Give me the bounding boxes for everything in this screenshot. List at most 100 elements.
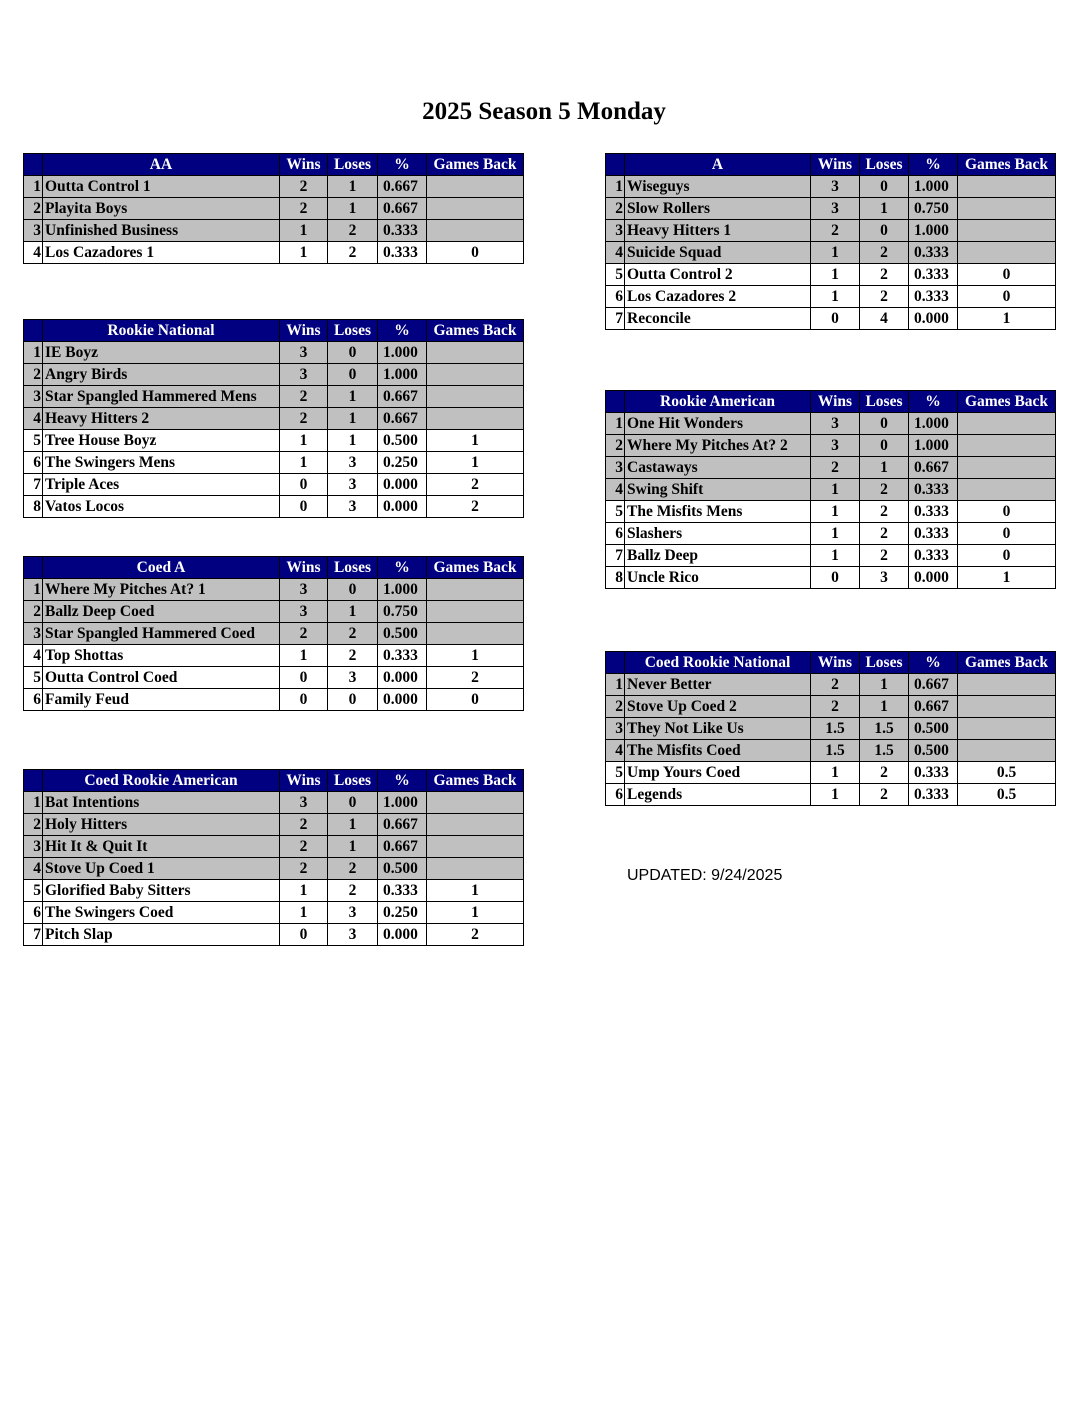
cell-rank: 3 — [23, 622, 43, 645]
cell-gb — [957, 434, 1056, 457]
header-games-back: Games Back — [426, 153, 524, 176]
table-row: 4 The Misfits Coed 1.5 1.5 0.500 — [605, 739, 1056, 762]
cell-team: Heavy Hitters 1 — [624, 219, 811, 242]
cell-gb: 0 — [426, 688, 524, 711]
cell-pct: 0.667 — [377, 813, 427, 836]
header-loses: Loses — [327, 769, 378, 792]
table-row: 5 The Misfits Mens 1 2 0.333 0 — [605, 500, 1056, 523]
cell-team: The Swingers Mens — [42, 451, 280, 474]
cell-gb — [957, 456, 1056, 479]
cell-gb — [957, 673, 1056, 696]
cell-wins: 0 — [279, 688, 328, 711]
header-wins: Wins — [810, 651, 860, 674]
cell-wins: 0 — [279, 666, 328, 689]
cell-loses: 1 — [859, 695, 909, 718]
cell-team: They Not Like Us — [624, 717, 811, 740]
table-row: 6 Family Feud 0 0 0.000 0 — [23, 688, 524, 711]
cell-loses: 0 — [327, 688, 378, 711]
cell-wins: 1 — [810, 544, 860, 567]
cell-pct: 0.500 — [908, 717, 958, 740]
cell-loses: 4 — [859, 307, 909, 330]
cell-rank: 6 — [605, 285, 625, 308]
header-rank — [605, 390, 625, 413]
header-pct: % — [908, 651, 958, 674]
cell-wins: 1.5 — [810, 739, 860, 762]
cell-team: Swing Shift — [624, 478, 811, 501]
cell-rank: 6 — [605, 522, 625, 545]
cell-gb — [426, 385, 524, 408]
table-row: 7 Ballz Deep 1 2 0.333 0 — [605, 544, 1056, 567]
header-games-back: Games Back — [426, 319, 524, 342]
cell-loses: 0 — [859, 412, 909, 435]
cell-pct: 0.333 — [908, 500, 958, 523]
cell-team: Bat Intentions — [42, 791, 280, 814]
header-rank — [605, 153, 625, 176]
table-row: 6 The Swingers Mens 1 3 0.250 1 — [23, 451, 524, 474]
header-pct: % — [377, 556, 427, 579]
table-row: 5 Glorified Baby Sitters 1 2 0.333 1 — [23, 879, 524, 902]
cell-rank: 5 — [23, 429, 43, 452]
cell-team: Legends — [624, 783, 811, 806]
table-row: 1 Bat Intentions 3 0 1.000 — [23, 791, 524, 814]
cell-loses: 1 — [859, 456, 909, 479]
cell-wins: 3 — [279, 363, 328, 386]
page-title: 2025 Season 5 Monday — [422, 98, 666, 125]
cell-pct: 0.333 — [377, 644, 427, 667]
cell-loses: 0 — [859, 175, 909, 198]
table-row: 3 Heavy Hitters 1 2 0 1.000 — [605, 219, 1056, 242]
cell-loses: 1 — [327, 385, 378, 408]
cell-wins: 3 — [279, 791, 328, 814]
header-pct: % — [377, 153, 427, 176]
cell-loses: 1 — [327, 835, 378, 858]
table-row: 8 Vatos Locos 0 3 0.000 2 — [23, 495, 524, 518]
header-loses: Loses — [859, 390, 909, 413]
table-row: 4 Swing Shift 1 2 0.333 — [605, 478, 1056, 501]
table-row: 3 Star Spangled Hammered Coed 2 2 0.500 — [23, 622, 524, 645]
cell-wins: 1 — [810, 783, 860, 806]
cell-gb: 1 — [957, 307, 1056, 330]
cell-team: Suicide Squad — [624, 241, 811, 264]
cell-wins: 0 — [279, 923, 328, 946]
header-division: Coed Rookie National — [624, 651, 811, 674]
cell-team: IE Boyz — [42, 341, 280, 364]
cell-loses: 2 — [859, 478, 909, 501]
cell-team: Tree House Boyz — [42, 429, 280, 452]
cell-wins: 0 — [279, 473, 328, 496]
cell-pct: 1.000 — [377, 578, 427, 601]
cell-pct: 0.000 — [377, 688, 427, 711]
cell-loses: 2 — [327, 622, 378, 645]
cell-rank: 3 — [605, 219, 625, 242]
header-games-back: Games Back — [957, 153, 1056, 176]
cell-wins: 1.5 — [810, 717, 860, 740]
cell-rank: 4 — [23, 407, 43, 430]
cell-pct: 0.333 — [908, 783, 958, 806]
standings-table-coed-rookie-national: Coed Rookie National Wins Loses% Games Back… — [605, 651, 1056, 806]
cell-gb — [426, 791, 524, 814]
cell-wins: 0 — [810, 307, 860, 330]
cell-wins: 2 — [279, 197, 328, 220]
standings-table-coed-rookie-american: Coed Rookie American Wins Loses% Games Back… — [23, 769, 524, 946]
table-row: 2 Stove Up Coed 2 2 1 0.667 — [605, 695, 1056, 718]
cell-team: Outta Control 1 — [42, 175, 280, 198]
cell-pct: 0.333 — [908, 478, 958, 501]
cell-gb — [957, 478, 1056, 501]
cell-loses: 0 — [327, 363, 378, 386]
cell-team: The Swingers Coed — [42, 901, 280, 924]
cell-pct: 1.000 — [377, 363, 427, 386]
cell-team: Wiseguys — [624, 175, 811, 198]
cell-pct: 0.333 — [908, 241, 958, 264]
cell-team: Triple Aces — [42, 473, 280, 496]
cell-team: Outta Control 2 — [624, 263, 811, 286]
cell-team: Family Feud — [42, 688, 280, 711]
cell-team: Star Spangled Hammered Coed — [42, 622, 280, 645]
cell-team: Ump Yours Coed — [624, 761, 811, 784]
cell-loses: 1.5 — [859, 739, 909, 762]
cell-loses: 2 — [327, 219, 378, 242]
cell-pct: 0.500 — [908, 739, 958, 762]
cell-gb: 0 — [957, 263, 1056, 286]
cell-pct: 1.000 — [908, 412, 958, 435]
cell-pct: 0.750 — [908, 197, 958, 220]
cell-rank: 7 — [23, 923, 43, 946]
table-row: 3 Star Spangled Hammered Mens 2 1 0.667 — [23, 385, 524, 408]
table-row: 7 Pitch Slap 0 3 0.000 2 — [23, 923, 524, 946]
